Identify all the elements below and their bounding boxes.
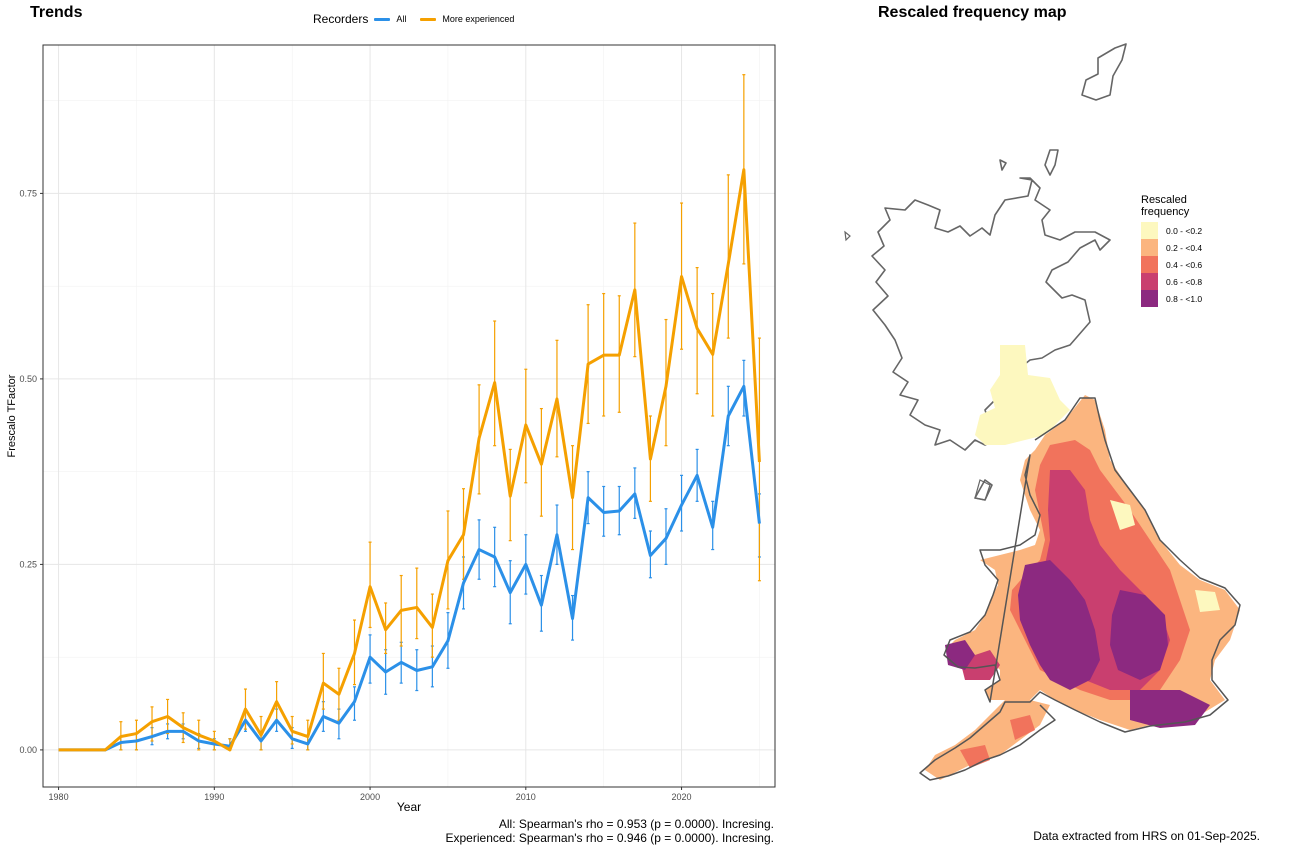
y-axis-label: Frescalo TFactor [6,374,18,457]
map-legend-item: 0.8 - <1.0 [1141,290,1202,307]
frequency-map [844,43,1241,781]
trend-chart: 0.00 0.25 0.50 0.75 1980 1990 2000 2010 2020 Year… [6,44,776,814]
map-regions [925,345,1240,780]
legend-label-experienced: More experienced [442,14,515,24]
chart-legend: Recorders All More experienced [313,12,514,26]
spearman-stats: All: Spearman's rho = 0.953 (p = 0.0000)… [446,817,775,845]
map-legend-title-line2: frequency [1141,206,1190,218]
map-legend-label: 0.4 - <0.6 [1166,259,1203,270]
gb-outline [871,43,1127,501]
plot-panel [43,45,775,787]
map-legend-swatch [1141,273,1158,290]
x-tick-label: 2000 [360,792,380,802]
trends-title: Trends [30,4,83,21]
map-legend-swatch [1141,290,1158,307]
stats-line-all: All: Spearman's rho = 0.953 (p = 0.0000)… [498,817,774,831]
legend-title: Recorders [313,12,369,26]
island-outline [844,230,991,501]
legend-label-all: All [396,14,407,24]
x-tick-label: 2020 [672,792,692,802]
data-source-footer: Data extracted from HRS on 01-Sep-2025. [1033,829,1260,843]
map-legend-title: Rescaled frequency [1141,194,1202,218]
map-legend-label: 0.8 - <1.0 [1166,293,1203,304]
y-tick-label: 0.00 [19,745,37,755]
map-legend-item: 0.0 - <0.2 [1141,222,1202,239]
map-legend-item: 0.6 - <0.8 [1141,273,1202,290]
map-legend-label: 0.6 - <0.8 [1166,276,1203,287]
legend-swatch-experienced [420,17,437,21]
legend-swatch-all [374,17,391,21]
x-tick-label: 1990 [204,792,224,802]
y-tick-label: 0.25 [19,559,37,569]
series-line-experienced [58,168,761,752]
y-tick-label: 0.50 [19,374,37,384]
map-legend-swatch [1141,239,1158,256]
map-legend-label: 0.0 - <0.2 [1166,225,1203,236]
map-legend-swatch [1141,222,1158,239]
map-legend-title-line1: Rescaled [1141,194,1187,206]
y-tick-label: 0.75 [19,188,37,198]
map-legend-item: 0.4 - <0.6 [1141,256,1202,273]
map-legend-label: 0.2 - <0.4 [1166,242,1203,253]
x-axis-label: Year [397,800,421,814]
england-wales-outline [919,397,1241,781]
map-legend-item: 0.2 - <0.4 [1141,239,1202,256]
plot-border [42,44,776,788]
map-legend: Rescaled frequency 0.0 - <0.2 0.2 - <0.4… [1141,194,1202,307]
x-tick-label: 1980 [49,792,69,802]
map-title: Rescaled frequency map [878,4,1067,21]
x-tick-label: 2010 [516,792,536,802]
series-line-all [58,384,761,752]
map-legend-swatch [1141,256,1158,273]
stats-line-experienced: Experienced: Spearman's rho = 0.946 (p =… [445,831,775,845]
